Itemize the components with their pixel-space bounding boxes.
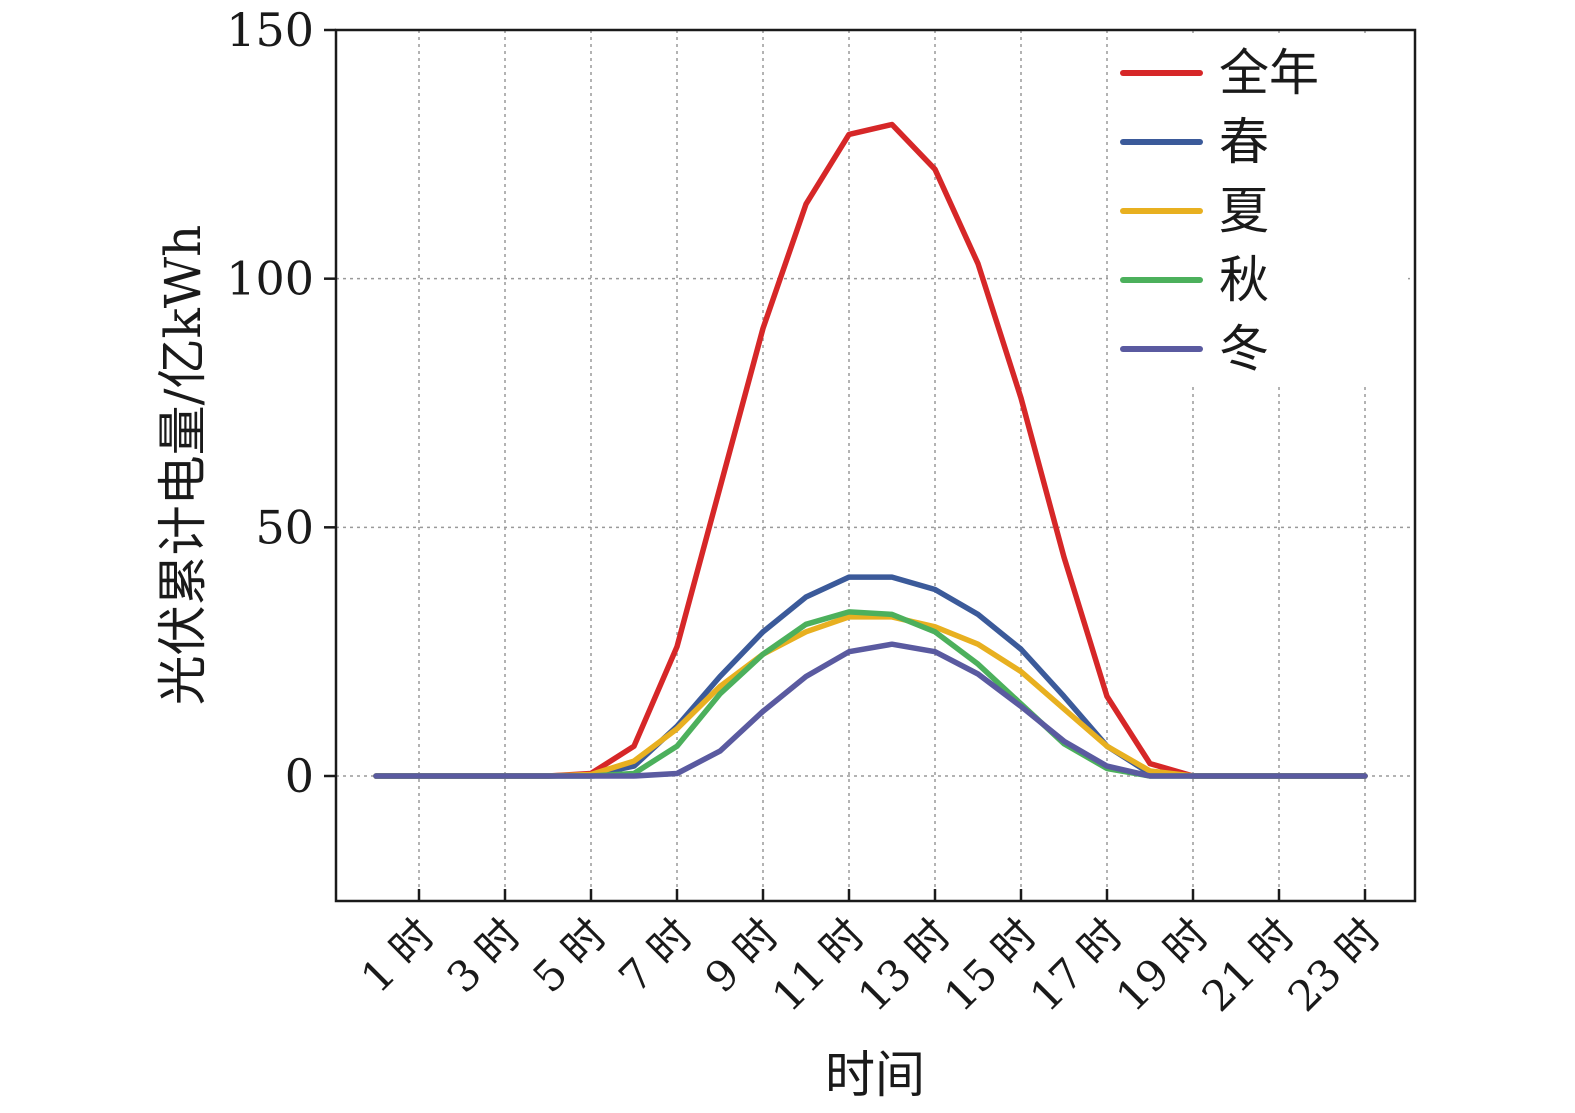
x-tick-label: 21 时 (1192, 909, 1304, 1021)
x-tick-label: 7 时 (609, 909, 702, 1002)
y-tick-label: 0 (285, 749, 314, 803)
y-axis-title: 光伏累计电量/亿kWh (154, 225, 212, 706)
y-tick-label: 50 (255, 500, 314, 554)
x-tick-label: 5 时 (523, 909, 616, 1002)
x-tick-label: 23 时 (1278, 909, 1390, 1021)
legend-label: 全年 (1219, 44, 1319, 102)
legend-label: 秋 (1219, 251, 1269, 309)
x-tick-label: 11 时 (762, 909, 874, 1021)
x-axis: 1 时3 时5 时7 时9 时11 时13 时15 时17 时19 时21 时2… (351, 889, 1390, 1021)
series-line-5 (373, 641, 1368, 779)
legend-label: 夏 (1219, 182, 1269, 240)
series-layer (373, 121, 1368, 779)
y-tick-label: 100 (226, 252, 314, 306)
x-tick-label: 19 时 (1106, 909, 1218, 1021)
x-axis-title: 时间 (825, 1046, 925, 1104)
gridlines (336, 30, 1415, 901)
x-tick-label: 3 时 (437, 909, 530, 1002)
series-line-3 (373, 614, 1368, 779)
y-tick-label: 150 (226, 3, 314, 57)
series-line-2 (373, 574, 1368, 779)
series-line-4 (373, 609, 1368, 779)
x-tick-label: 17 时 (1020, 909, 1132, 1021)
x-tick-label: 1 时 (351, 909, 444, 1002)
y-axis: 0 50 100 150 (226, 3, 336, 803)
plot-frame (334, 28, 1417, 903)
x-tick-label: 15 时 (934, 909, 1046, 1021)
legend-label: 冬 (1219, 320, 1269, 378)
legend-label: 春 (1219, 113, 1269, 171)
x-tick-label: 13 时 (848, 909, 960, 1021)
